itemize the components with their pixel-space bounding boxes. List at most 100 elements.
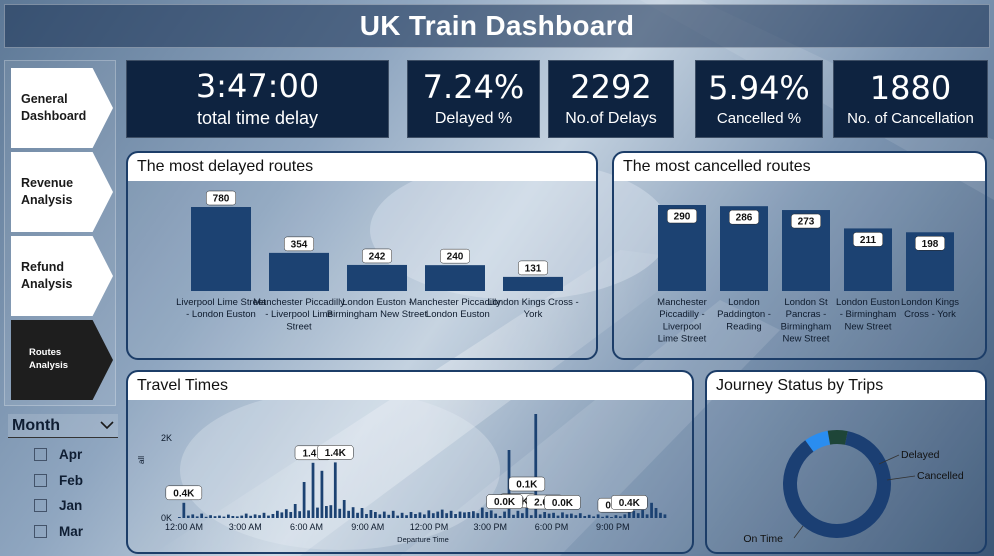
bar: [378, 514, 382, 518]
data-label-badge: [486, 494, 523, 509]
bar: [552, 512, 555, 518]
bar: [561, 512, 564, 518]
bar: [387, 514, 391, 518]
checkbox[interactable]: [34, 524, 47, 538]
data-label: 0.0K: [494, 497, 516, 508]
bar: [271, 514, 275, 518]
donut-slice: [805, 430, 831, 452]
category-label: Liverpool Lime Street: [176, 297, 266, 308]
kpi-label: total time delay: [196, 108, 319, 129]
bar: [213, 516, 217, 518]
slicer-option-jan[interactable]: Jan: [8, 493, 118, 519]
nav-revenue-analysis-label: Revenue Analysis: [21, 176, 74, 207]
category-label: Piccadilly -: [659, 309, 704, 320]
data-label-badge: [518, 260, 548, 276]
bar: [521, 513, 524, 518]
bar: [240, 515, 244, 518]
bar: [547, 513, 551, 518]
bar: [503, 511, 506, 518]
nav-refund-analysis-label: Refund Analysis: [21, 260, 73, 291]
data-label: 242: [369, 251, 386, 262]
dashboard-title-bar: UK Train Dashboard: [4, 4, 990, 48]
bar: [289, 512, 293, 518]
category-label: Pancras -: [786, 309, 827, 320]
bar: [610, 517, 613, 518]
bar: [400, 512, 404, 518]
bar: [498, 516, 502, 518]
x-axis-label: Departure Time: [397, 535, 449, 544]
bar: [231, 516, 235, 518]
category-label: New Street: [845, 321, 892, 332]
donut-slice: [827, 430, 848, 445]
category-label: London Kings: [901, 297, 959, 308]
data-label: 0.1K: [516, 480, 538, 491]
nav-routes-analysis-button[interactable]: Routes Analysis: [11, 320, 113, 400]
navigation-panel: General Dashboard Revenue Analysis Refun…: [4, 60, 116, 406]
dashboard-title: UK Train Dashboard: [359, 10, 635, 41]
checkbox[interactable]: [34, 448, 47, 462]
bar: [347, 510, 351, 518]
category-label: London Euston -: [342, 297, 412, 308]
category-label: Birmingham New Street: [327, 309, 428, 320]
bar: [293, 504, 297, 518]
bar: [614, 515, 618, 518]
bar: [360, 508, 364, 518]
bar: [276, 510, 279, 518]
bar: [659, 512, 662, 518]
bar: [458, 511, 462, 518]
category-label: Cross - York: [904, 309, 956, 320]
slicer-option-mar[interactable]: Mar: [8, 519, 118, 545]
data-label-badge: [284, 236, 314, 252]
leader-line: [793, 525, 804, 539]
cancelled-routes-card: The most cancelled routes 290 Manchester P…: [612, 151, 987, 360]
bar: [627, 512, 631, 518]
nav-refund-analysis-button[interactable]: Refund Analysis: [11, 236, 113, 316]
data-label-badge: [206, 190, 236, 206]
category-label: London Kings Cross -: [487, 297, 578, 308]
category-label: - Birmingham: [840, 309, 897, 320]
month-slicer: Month Apr Feb Jan Mar: [8, 414, 118, 550]
data-label: 1.4K: [302, 448, 324, 459]
legend-label: Cancelled: [917, 470, 964, 482]
slicer-option-label: Feb: [59, 472, 84, 488]
card-title: The most cancelled routes: [623, 158, 811, 175]
nav-general-dashboard-button[interactable]: General Dashboard: [11, 68, 113, 148]
bar: [583, 516, 587, 518]
bar: [436, 511, 440, 518]
data-label-badge: [611, 495, 648, 510]
journey-status-donut-chart: On Time Delayed Cancelled: [743, 430, 964, 545]
bar: [235, 516, 239, 518]
data-label: 0.4K: [619, 498, 641, 509]
bar: [405, 515, 408, 518]
bar: [325, 506, 328, 518]
data-label: 1.4K: [325, 448, 347, 459]
bar: [191, 207, 251, 291]
bar: [409, 512, 413, 518]
card-header: The most cancelled routes: [614, 153, 985, 181]
month-slicer-dropdown[interactable]: Month: [8, 414, 118, 438]
category-label: New Street: [783, 334, 830, 345]
bar: [503, 276, 563, 291]
bar: [543, 512, 547, 518]
data-label: 354: [291, 239, 308, 250]
data-label: 240: [447, 252, 464, 263]
card-header: Travel Times: [128, 372, 692, 400]
category-label: Street: [286, 321, 312, 332]
delayed-routes-card: The most delayed routes 780 Liverpool Lim…: [126, 151, 598, 360]
data-label-badge: [440, 248, 470, 264]
data-label: 131: [525, 263, 542, 274]
bar: [269, 252, 329, 291]
slicer-option-feb[interactable]: Feb: [8, 468, 118, 494]
nav-revenue-analysis-button[interactable]: Revenue Analysis: [11, 152, 113, 232]
bar: [489, 510, 493, 518]
slicer-option-apr[interactable]: Apr: [8, 442, 118, 468]
checkbox[interactable]: [34, 473, 47, 487]
checkbox[interactable]: [34, 499, 47, 513]
bar: [204, 516, 208, 518]
kpi-label: No.of Delays: [565, 109, 657, 127]
kpi-total-time-delay: 3:47:00 total time delay: [126, 60, 389, 138]
bar: [418, 512, 422, 518]
bar: [351, 507, 355, 518]
bar: [298, 511, 302, 518]
bar: [587, 514, 591, 518]
